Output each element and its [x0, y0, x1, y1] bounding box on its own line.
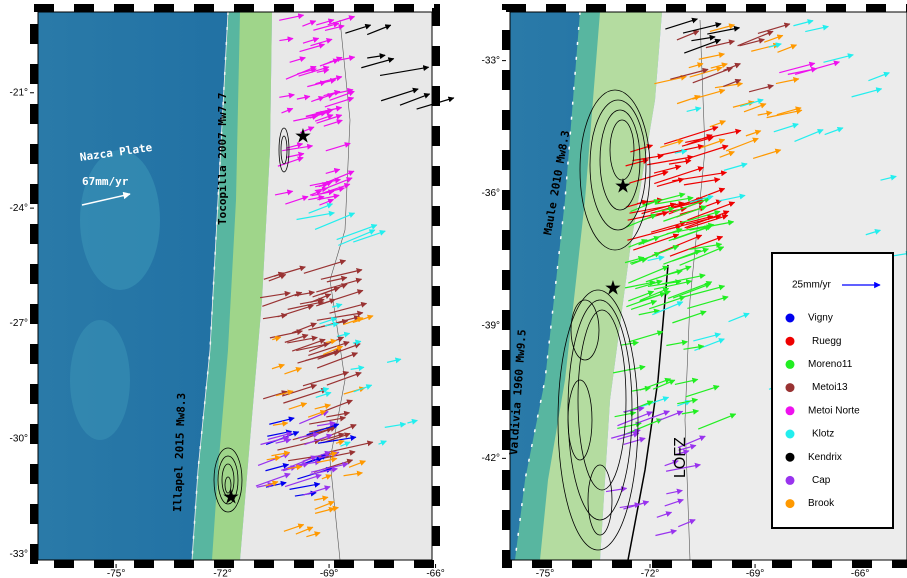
legend-label: Brook	[808, 498, 835, 509]
x-tick-label: -72°	[213, 569, 231, 578]
y-tick-label: -21°	[10, 87, 28, 98]
legend-label: Cap	[812, 475, 831, 486]
x-tick-label: -75°	[107, 569, 125, 578]
legend-marker	[786, 453, 795, 462]
star: ★	[294, 125, 312, 147]
annotation: 67mm/yr	[82, 175, 129, 188]
legend-scale: 25mm/yr	[792, 280, 832, 291]
legend-label: Kendrix	[808, 452, 842, 463]
legend-label: Metoi Norte	[808, 405, 860, 416]
legend-label: Klotz	[812, 429, 834, 440]
star: ★	[222, 486, 240, 508]
legend-marker	[786, 499, 795, 508]
star: ★	[614, 175, 632, 197]
legend-marker	[786, 360, 795, 369]
x-tick-label: -69°	[746, 569, 764, 578]
left-basemap	[38, 12, 432, 560]
x-tick-label: -75°	[536, 569, 554, 578]
x-tick-label: -66°	[426, 569, 444, 578]
y-tick-label: -33°	[10, 549, 28, 560]
x-tick-label: -69°	[320, 569, 338, 578]
y-tick-label: -36°	[482, 188, 500, 199]
figure: ★ ★ ★ ★ Nazca Plate 67mm/yr Tocopilla 20…	[0, 0, 907, 578]
y-tick-label: -27°	[10, 318, 28, 329]
legend-label: Vigny	[808, 313, 833, 324]
star: ★	[604, 277, 622, 299]
legend-label: Ruegg	[812, 336, 841, 347]
y-tick-label: -30°	[10, 434, 28, 445]
x-tick-label: -66°	[851, 569, 869, 578]
y-tick-label: -33°	[482, 55, 500, 66]
legend-label: Metoi13	[812, 382, 848, 393]
annotation: Tocopilla 2007 Mw7.7	[216, 93, 229, 225]
legend-label: Moreno11	[808, 359, 853, 370]
legend-marker	[786, 383, 795, 392]
legend-marker	[786, 314, 795, 323]
x-tick-label: -72°	[641, 569, 659, 578]
legend-marker	[786, 337, 795, 346]
legend-marker	[786, 476, 795, 485]
y-tick-label: -42°	[482, 453, 500, 464]
y-tick-label: -24°	[10, 203, 28, 214]
legend-marker	[786, 406, 795, 415]
legend: 25mm/yr Vigny Ruegg Moreno11 Metoi13 Metoi N…	[772, 253, 893, 528]
y-tick-label: -39°	[482, 320, 500, 331]
legend-marker	[786, 430, 795, 439]
annotation: LOFZ	[672, 437, 689, 478]
